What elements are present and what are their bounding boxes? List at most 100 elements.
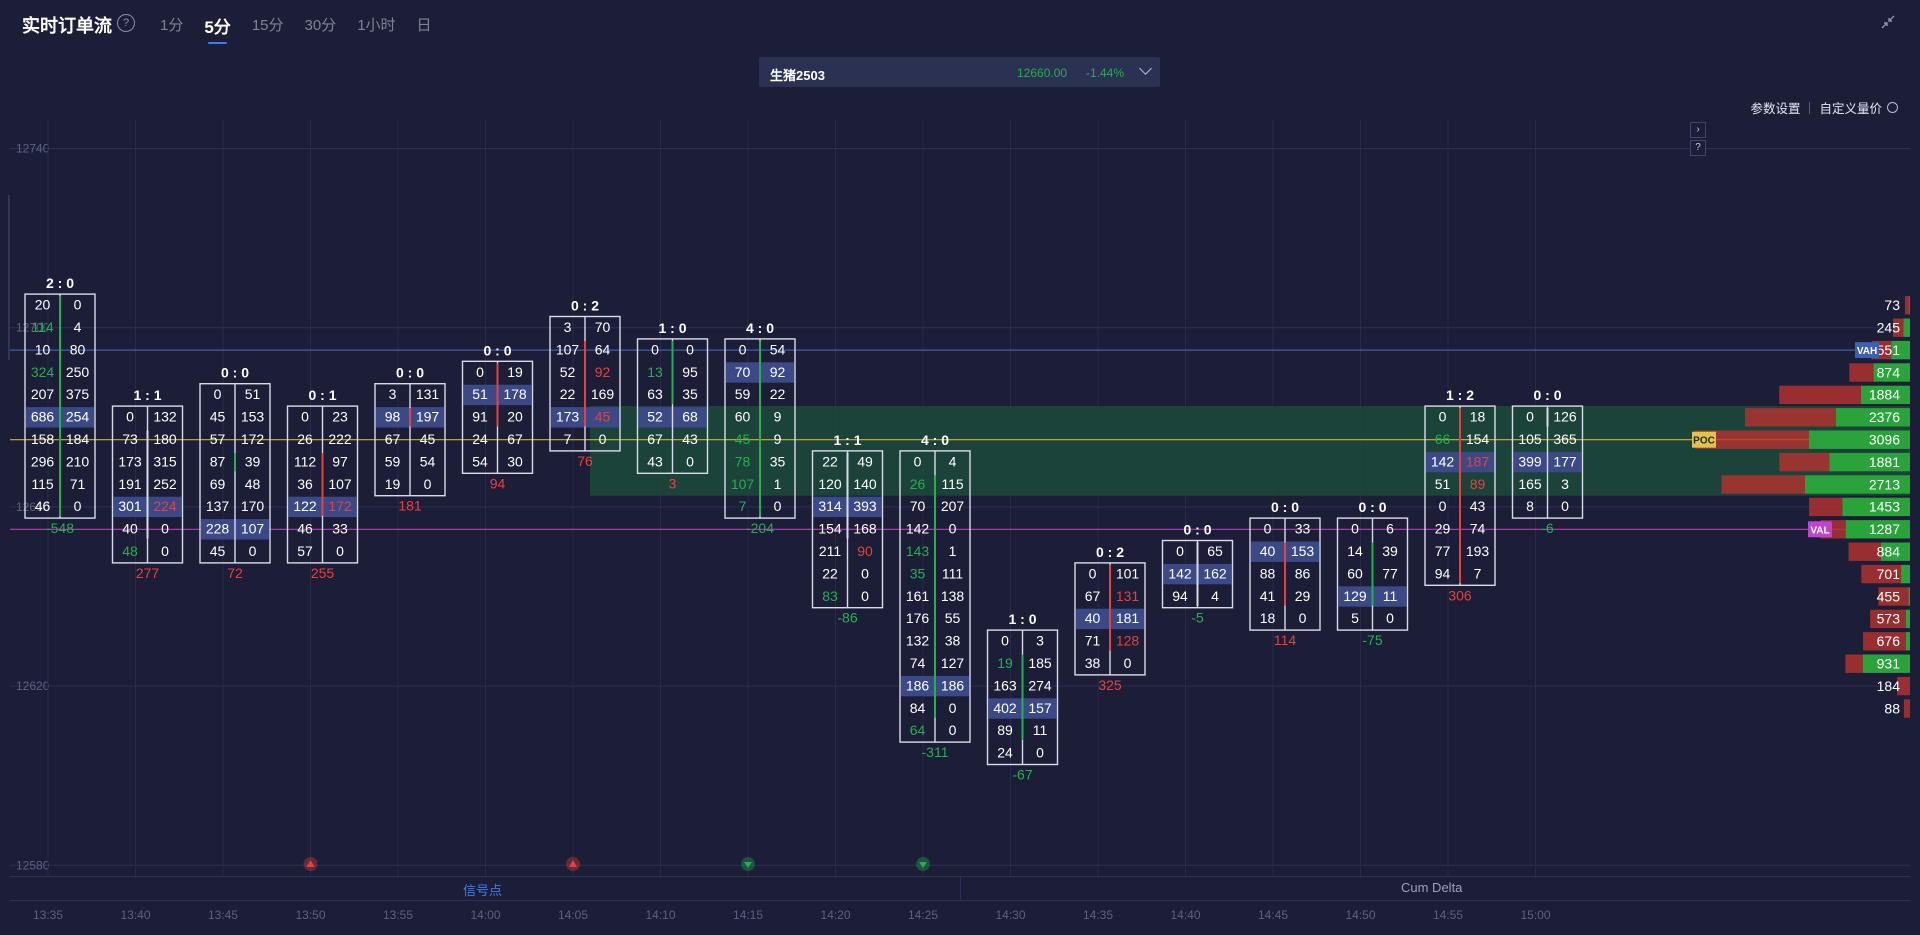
settings-circle-icon[interactable] [1887, 102, 1898, 113]
bid-volume-cell: 3 [389, 386, 397, 402]
ask-volume-cell: 115 [941, 476, 964, 492]
footprint-ratio-label: 1 : 2 [1446, 387, 1474, 403]
bid-volume-cell: 7 [564, 431, 572, 447]
ask-volume-cell: 0 [161, 521, 169, 537]
bid-volume-cell: 48 [122, 543, 138, 559]
symbol-name: 生猪2503 [770, 68, 825, 83]
profile-sell-bar [1848, 542, 1881, 561]
ask-volume-cell: 67 [507, 431, 523, 447]
time-tick-label: 13:55 [383, 908, 413, 922]
bid-volume-cell: 38 [1085, 655, 1101, 671]
ask-volume-cell: 0 [249, 543, 257, 559]
collapse-icon[interactable] [1880, 14, 1896, 30]
ask-volume-cell: 49 [857, 453, 873, 469]
bid-volume-cell: 35 [910, 565, 926, 581]
bid-volume-cell: 52 [647, 409, 663, 425]
time-tick-label: 14:25 [908, 908, 938, 922]
bid-volume-cell: 142 [906, 521, 930, 537]
footprint-ratio-label: 1 : 1 [833, 432, 861, 448]
bid-volume-cell: 22 [822, 453, 838, 469]
profile-volume-label: 1881 [1869, 454, 1900, 470]
profile-buy-bar [1842, 497, 1910, 517]
ask-volume-cell: 0 [74, 297, 82, 313]
ask-volume-cell: 207 [941, 498, 965, 514]
ask-volume-cell: 77 [1382, 565, 1398, 581]
ask-volume-cell: 254 [66, 409, 90, 425]
signal-points-label[interactable]: 信号点 [463, 883, 503, 898]
ask-volume-cell: 23 [332, 409, 348, 425]
bar-delta-label: -548 [46, 520, 74, 536]
profile-volume-label: 676 [1877, 633, 1901, 649]
profile-buy-bar [1829, 452, 1910, 472]
footprint-ratio-label: 0 : 0 [1183, 522, 1211, 538]
ask-volume-cell: 0 [861, 565, 869, 581]
bar-delta-label: 3 [669, 475, 677, 491]
ask-volume-cell: 107 [328, 476, 352, 492]
ask-volume-cell: 54 [420, 453, 436, 469]
bid-volume-cell: 70 [910, 498, 926, 514]
bid-volume-cell: 73 [122, 431, 138, 447]
symbol-selector[interactable]: 生猪2503 12660.00 -1.44% [759, 57, 1160, 87]
footprint-ratio-label: 1 : 0 [1008, 611, 1036, 627]
ask-volume-cell: 54 [770, 341, 786, 357]
profile-sell-bar [1870, 609, 1906, 629]
profile-volume-label: 884 [1877, 544, 1901, 560]
bid-volume-cell: 51 [1435, 476, 1451, 492]
bid-volume-cell: 89 [997, 722, 1013, 738]
ask-volume-cell: 90 [857, 543, 873, 559]
tab-1hour[interactable]: 1小时 [357, 17, 396, 34]
tab-5min[interactable]: 5分 [204, 13, 231, 44]
time-tick-label: 14:45 [1258, 908, 1288, 922]
profile-buy-bar [1909, 296, 1910, 315]
tab-30min[interactable]: 30分 [304, 17, 337, 34]
bid-volume-cell: 132 [906, 633, 930, 649]
bid-volume-cell: 40 [1085, 610, 1101, 626]
ask-volume-cell: 38 [945, 633, 961, 649]
expand-panel-button[interactable]: › [1690, 122, 1706, 138]
panel-help-button[interactable]: ? [1690, 140, 1706, 156]
ask-volume-cell: 170 [241, 498, 265, 514]
profile-volume-label: 73 [1884, 297, 1900, 313]
ask-volume-cell: 89 [1470, 476, 1486, 492]
bid-volume-cell: 228 [206, 521, 230, 537]
profile-sell-bar [1903, 699, 1910, 718]
tab-15min[interactable]: 15分 [251, 17, 284, 34]
custom-volume-button[interactable]: 自定义量价 [1819, 102, 1882, 116]
cum-delta-label[interactable]: Cum Delta [1401, 880, 1463, 895]
profile-volume-label: 701 [1877, 566, 1901, 582]
bid-volume-cell: 26 [297, 431, 313, 447]
bid-volume-cell: 88 [1260, 565, 1276, 581]
profile-buy-bar [1860, 385, 1910, 405]
bar-delta-label: 114 [1274, 632, 1297, 648]
profile-buy-bar [1908, 587, 1910, 606]
bid-volume-cell: 52 [560, 364, 576, 380]
bar-delta-label: 277 [136, 565, 160, 581]
ask-volume-cell: 0 [774, 498, 782, 514]
bid-volume-cell: 154 [818, 521, 842, 537]
params-settings-button[interactable]: 参数设置 [1750, 102, 1801, 116]
time-tick-label: 14:15 [733, 908, 763, 922]
tab-day[interactable]: 日 [416, 17, 432, 34]
bid-volume-cell: 142 [1168, 565, 1192, 581]
help-icon[interactable]: ? [117, 14, 135, 32]
footprint-ratio-label: 0 : 0 [1358, 499, 1386, 515]
ask-volume-cell: 51 [245, 386, 261, 402]
ask-volume-cell: 157 [1028, 700, 1052, 716]
bid-volume-cell: 22 [560, 386, 576, 402]
bid-volume-cell: 115 [31, 476, 54, 492]
ask-volume-cell: 210 [66, 453, 90, 469]
profile-sell-bar [1745, 408, 1836, 427]
bid-volume-cell: 43 [647, 453, 663, 469]
bid-volume-cell: 0 [1089, 565, 1097, 581]
profile-volume-label: 1287 [1869, 521, 1900, 537]
bid-volume-cell: 211 [819, 543, 842, 559]
ask-volume-cell: 33 [332, 521, 348, 537]
bid-volume-cell: 0 [301, 409, 309, 425]
bid-volume-cell: 0 [1001, 633, 1009, 649]
bottom-divider-vertical [960, 876, 961, 900]
ask-volume-cell: 0 [949, 521, 957, 537]
ask-volume-cell: 0 [686, 341, 694, 357]
tab-1min[interactable]: 1分 [160, 17, 184, 34]
profile-volume-label: 551 [1877, 342, 1901, 358]
bid-volume-cell: 686 [31, 409, 55, 425]
